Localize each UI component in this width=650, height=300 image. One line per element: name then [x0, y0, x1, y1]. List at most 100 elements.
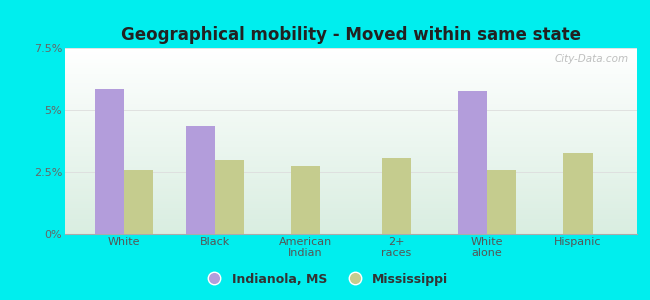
Bar — [186, 126, 214, 234]
Bar — [65, 76, 637, 78]
Bar — [564, 153, 593, 234]
Bar — [65, 161, 637, 163]
Bar — [65, 124, 637, 126]
Bar — [65, 78, 637, 80]
Bar — [65, 148, 637, 150]
Bar — [65, 199, 637, 200]
Bar — [65, 80, 637, 82]
Bar — [65, 111, 637, 113]
Bar — [65, 172, 637, 175]
Bar — [65, 113, 637, 115]
Bar — [65, 115, 637, 117]
Bar — [65, 83, 637, 85]
Bar — [65, 59, 637, 61]
Bar — [65, 163, 637, 165]
Bar — [65, 232, 637, 234]
Title: Geographical mobility - Moved within same state: Geographical mobility - Moved within sam… — [121, 26, 581, 44]
Legend: Indianola, MS, Mississippi: Indianola, MS, Mississippi — [197, 268, 453, 291]
Bar — [65, 195, 637, 197]
Bar — [65, 175, 637, 176]
Bar — [65, 156, 637, 158]
Bar — [65, 215, 637, 217]
Text: City-Data.com: City-Data.com — [554, 54, 629, 64]
Bar — [124, 169, 153, 234]
Bar — [65, 63, 637, 65]
Bar — [65, 91, 637, 93]
Bar — [65, 147, 637, 148]
Bar — [65, 107, 637, 110]
Bar — [65, 171, 637, 172]
Bar — [65, 197, 637, 199]
Bar — [65, 150, 637, 152]
Bar — [65, 135, 637, 137]
Bar — [65, 143, 637, 145]
Bar — [65, 208, 637, 210]
Bar — [95, 89, 124, 234]
Bar — [65, 67, 637, 68]
Bar — [65, 214, 637, 215]
Bar — [65, 219, 637, 221]
Bar — [65, 68, 637, 70]
Bar — [65, 52, 637, 54]
Bar — [65, 54, 637, 56]
Bar — [65, 180, 637, 182]
Bar — [65, 57, 637, 59]
Bar — [65, 89, 637, 91]
Bar — [65, 117, 637, 119]
Bar — [65, 186, 637, 188]
Bar — [65, 137, 637, 139]
Bar — [65, 74, 637, 76]
Bar — [65, 96, 637, 98]
Bar — [65, 167, 637, 169]
Bar — [65, 85, 637, 87]
Bar — [65, 189, 637, 191]
Bar — [65, 110, 637, 111]
Bar — [65, 228, 637, 230]
Bar — [65, 158, 637, 160]
Bar — [65, 61, 637, 63]
Bar — [65, 193, 637, 195]
Bar — [65, 165, 637, 167]
Bar — [65, 94, 637, 96]
Bar — [65, 204, 637, 206]
Bar — [65, 182, 637, 184]
Bar — [65, 200, 637, 202]
Bar — [65, 126, 637, 128]
Bar — [65, 56, 637, 57]
Bar — [65, 132, 637, 134]
Bar — [65, 160, 637, 161]
Bar — [65, 100, 637, 102]
Bar — [65, 202, 637, 204]
Bar — [65, 87, 637, 89]
Bar — [65, 82, 637, 83]
Bar — [65, 119, 637, 121]
Bar — [458, 92, 488, 234]
Bar — [65, 169, 637, 171]
Bar — [65, 72, 637, 74]
Bar — [65, 121, 637, 122]
Bar — [65, 212, 637, 214]
Bar — [65, 210, 637, 212]
Bar — [65, 130, 637, 132]
Bar — [65, 98, 637, 100]
Bar — [65, 104, 637, 106]
Bar — [65, 154, 637, 156]
Bar — [382, 158, 411, 234]
Bar — [65, 152, 637, 154]
Bar — [65, 217, 637, 219]
Bar — [65, 65, 637, 67]
Bar — [291, 166, 320, 234]
Bar — [65, 225, 637, 226]
Bar — [65, 184, 637, 186]
Bar — [65, 50, 637, 52]
Bar — [65, 221, 637, 223]
Bar — [65, 178, 637, 180]
Bar — [65, 191, 637, 193]
Bar — [488, 169, 516, 234]
Bar — [214, 160, 244, 234]
Bar — [65, 106, 637, 107]
Bar — [65, 93, 637, 94]
Bar — [65, 102, 637, 104]
Bar — [65, 141, 637, 143]
Bar — [65, 206, 637, 208]
